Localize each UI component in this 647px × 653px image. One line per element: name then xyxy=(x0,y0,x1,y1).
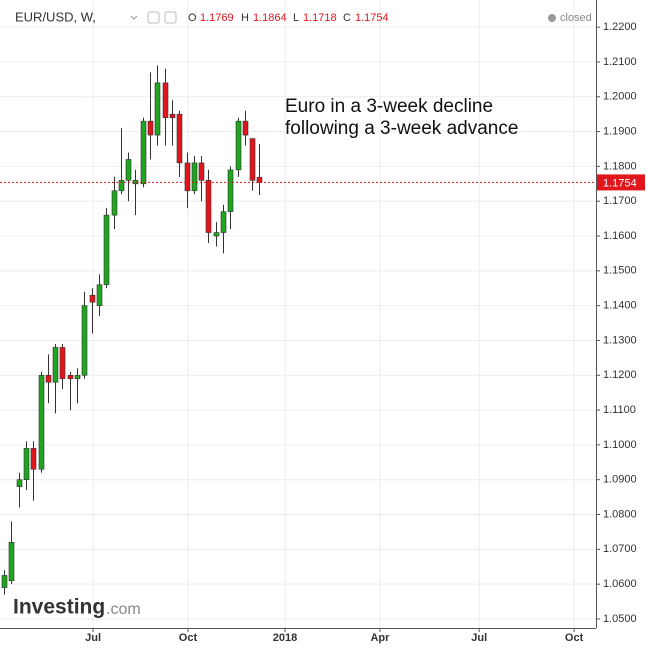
y-tick-label: 1.1600 xyxy=(603,230,637,242)
icon[interactable] xyxy=(164,11,177,24)
candle-body xyxy=(256,176,263,183)
y-tick-label: 1.2000 xyxy=(603,91,637,103)
candle-body xyxy=(45,374,52,383)
candle-body xyxy=(198,162,205,181)
x-tick-label: Apr xyxy=(370,632,390,644)
candle-body xyxy=(154,82,161,136)
ohlc-key: C xyxy=(343,12,351,24)
candle-body xyxy=(118,180,125,192)
ohlc-value: 1.1718 xyxy=(303,12,337,24)
candle-body xyxy=(67,374,74,380)
y-tick-label: 1.1500 xyxy=(603,265,637,277)
ohlc-value: 1.1754 xyxy=(355,12,389,24)
candle-body xyxy=(81,305,88,376)
candle-body xyxy=(176,113,183,164)
y-tick-label: 1.0700 xyxy=(603,543,637,555)
candle-body xyxy=(184,162,191,192)
y-tick-label: 1.1100 xyxy=(603,404,636,416)
ohlc-value: 1.1769 xyxy=(200,12,234,24)
candle-body xyxy=(30,448,37,470)
y-tick-label: 1.1900 xyxy=(603,125,637,137)
y-tick-label: 1.0500 xyxy=(603,613,637,625)
icon[interactable] xyxy=(147,11,160,24)
grid xyxy=(0,0,596,628)
candle-body xyxy=(8,542,15,581)
candle-body xyxy=(220,211,227,233)
logo: Investing xyxy=(13,596,105,619)
candle-body xyxy=(213,232,220,237)
y-tick-label: 1.2200 xyxy=(603,21,637,33)
candle-body xyxy=(205,180,212,233)
candle-body xyxy=(89,294,96,303)
candle-body xyxy=(147,120,154,136)
y-tick-label: 1.0600 xyxy=(603,578,637,590)
x-tick-label: Jul xyxy=(471,632,487,644)
candle-body xyxy=(23,448,30,481)
ohlc-value: 1.1864 xyxy=(253,12,287,24)
candle-body xyxy=(140,120,147,185)
candle-body xyxy=(38,374,45,470)
y-tick-label: 1.0800 xyxy=(603,508,637,520)
candle-body xyxy=(227,169,234,212)
x-tick-label: 2018 xyxy=(273,632,297,644)
y-tick-label: 1.1700 xyxy=(603,195,637,207)
annotation: following a 3-week advance xyxy=(285,118,518,139)
y-tick-label: 1.2100 xyxy=(603,56,637,68)
y-tick-label: 1.1000 xyxy=(603,439,637,451)
chart-title: EUR/USD, W, xyxy=(15,9,96,24)
y-tick-label: 1.1800 xyxy=(603,160,637,172)
last-price-label: 1.1754 xyxy=(603,177,637,189)
x-tick-label: Oct xyxy=(179,632,198,644)
last-price-tag xyxy=(597,174,645,191)
status: closed xyxy=(560,12,592,24)
y-tick-label: 1.0900 xyxy=(603,474,637,486)
status-dot xyxy=(548,14,556,22)
candle-body xyxy=(235,120,242,171)
x-tick-label: Jul xyxy=(85,632,101,644)
candle-body xyxy=(162,82,169,118)
candle-body xyxy=(16,479,23,487)
candle-body xyxy=(249,138,256,181)
annotation: Euro in a 3-week decline xyxy=(285,96,493,117)
logo-suffix: .com xyxy=(106,601,141,618)
y-tick-label: 1.1400 xyxy=(603,300,637,312)
candle-body xyxy=(52,347,59,383)
ohlc-key: L xyxy=(293,12,299,24)
y-tick-label: 1.1200 xyxy=(603,369,637,381)
ohlc-key: O xyxy=(188,12,197,24)
y-tick-label: 1.1300 xyxy=(603,334,637,346)
candle-body xyxy=(1,575,8,588)
ohlc-key: H xyxy=(241,12,249,24)
x-tick-label: Oct xyxy=(565,632,584,644)
candles xyxy=(1,65,263,595)
candle-body xyxy=(103,214,110,286)
candle-body xyxy=(74,374,81,380)
candle-body xyxy=(59,347,66,380)
candle-body xyxy=(125,159,132,181)
dropdown-icon[interactable] xyxy=(130,15,138,20)
candle-body xyxy=(242,120,249,136)
candle-body xyxy=(169,113,176,118)
candle-body xyxy=(191,162,198,192)
candle-body xyxy=(111,190,118,216)
candle-body xyxy=(96,284,103,306)
